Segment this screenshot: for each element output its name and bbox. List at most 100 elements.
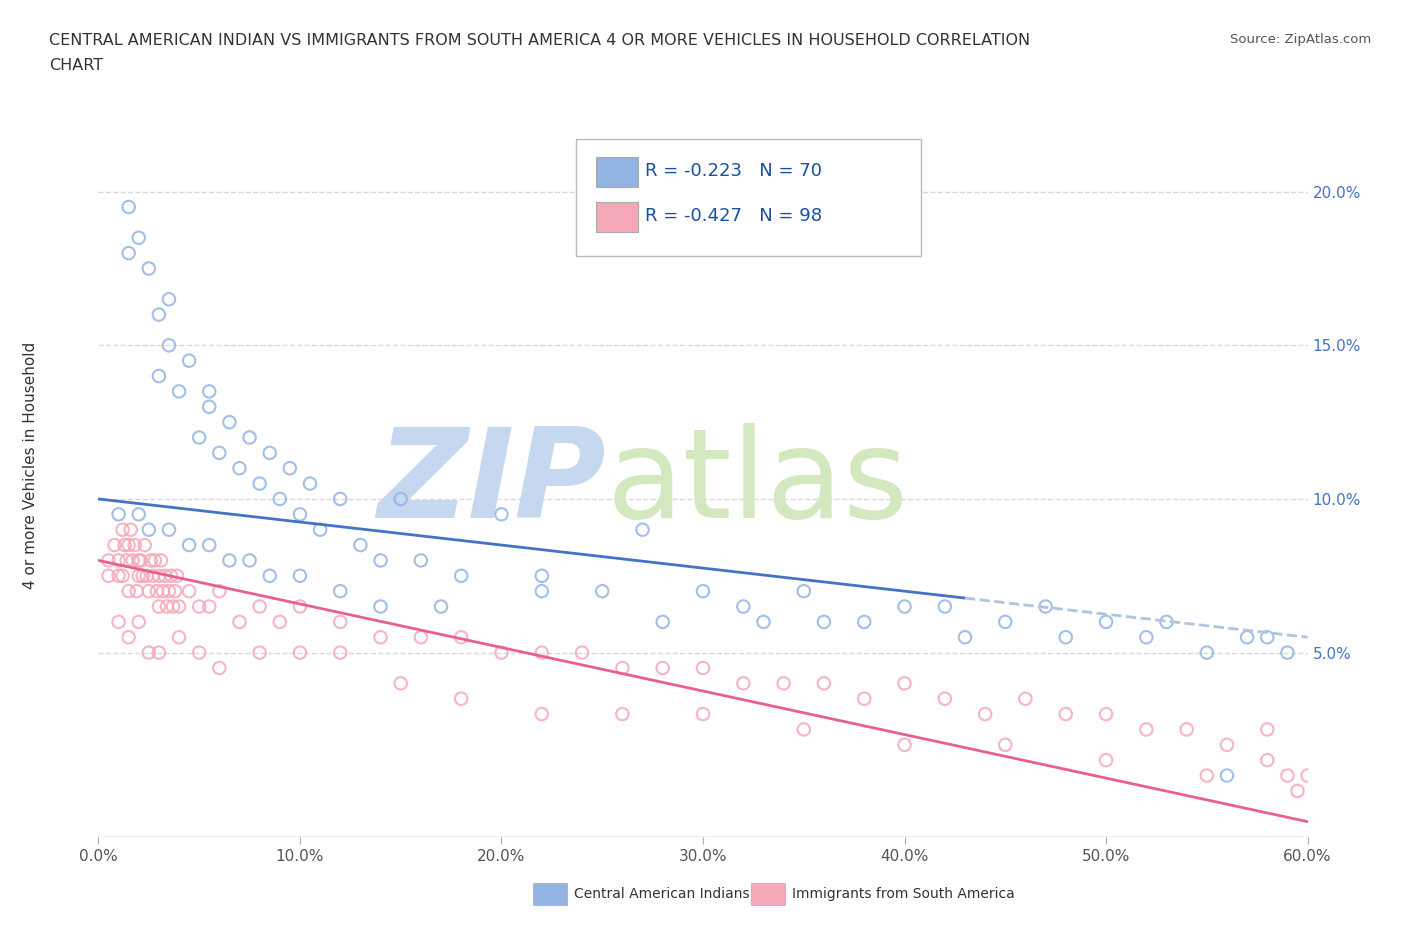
Point bbox=[188, 645, 211, 660]
Point bbox=[128, 553, 150, 568]
Point bbox=[651, 615, 673, 630]
Point bbox=[128, 615, 150, 630]
Point bbox=[135, 568, 157, 583]
Point bbox=[288, 599, 311, 614]
Point bbox=[370, 553, 392, 568]
Point bbox=[692, 660, 714, 675]
Point bbox=[288, 645, 311, 660]
Point bbox=[389, 492, 412, 507]
Point bbox=[389, 676, 412, 691]
Point bbox=[118, 246, 141, 260]
Point bbox=[278, 460, 301, 475]
Point bbox=[134, 538, 156, 552]
Point bbox=[1095, 752, 1118, 767]
Point bbox=[430, 599, 453, 614]
Point bbox=[1277, 645, 1299, 660]
Point bbox=[132, 568, 155, 583]
Point bbox=[329, 615, 352, 630]
Point bbox=[179, 584, 201, 599]
Point bbox=[288, 568, 311, 583]
Point bbox=[1277, 768, 1299, 783]
Point bbox=[198, 384, 221, 399]
Point bbox=[733, 599, 755, 614]
Point bbox=[1195, 768, 1218, 783]
Text: ZIP: ZIP bbox=[378, 423, 606, 544]
Point bbox=[148, 307, 170, 322]
Point bbox=[259, 445, 281, 460]
Point bbox=[893, 737, 915, 752]
Point bbox=[409, 630, 432, 644]
Point bbox=[1195, 645, 1218, 660]
Point bbox=[160, 568, 183, 583]
Text: atlas: atlas bbox=[606, 423, 908, 544]
Point bbox=[994, 615, 1017, 630]
Point bbox=[651, 660, 673, 675]
Point bbox=[97, 568, 120, 583]
Point bbox=[138, 584, 160, 599]
Point bbox=[288, 507, 311, 522]
Point bbox=[1216, 768, 1239, 783]
Point bbox=[120, 523, 142, 538]
Point bbox=[148, 568, 170, 583]
Point bbox=[198, 538, 221, 552]
Point bbox=[893, 676, 915, 691]
Point bbox=[146, 584, 169, 599]
Point bbox=[1256, 630, 1278, 644]
Point bbox=[530, 584, 553, 599]
Point bbox=[450, 630, 472, 644]
Point bbox=[107, 553, 129, 568]
Point bbox=[259, 568, 281, 583]
Point bbox=[1156, 615, 1178, 630]
Point bbox=[1135, 722, 1157, 737]
Point bbox=[733, 676, 755, 691]
Point bbox=[409, 553, 432, 568]
Point bbox=[329, 645, 352, 660]
Point bbox=[631, 523, 654, 538]
Point bbox=[148, 599, 170, 614]
Point bbox=[118, 200, 141, 215]
Point bbox=[163, 584, 186, 599]
Point bbox=[1095, 615, 1118, 630]
Point bbox=[198, 599, 221, 614]
Point bbox=[752, 615, 775, 630]
Point bbox=[179, 538, 201, 552]
Point bbox=[491, 645, 513, 660]
Point bbox=[269, 615, 291, 630]
Point bbox=[157, 338, 180, 352]
Point bbox=[370, 599, 392, 614]
Point bbox=[114, 538, 136, 552]
Point bbox=[103, 538, 125, 552]
Point bbox=[793, 722, 815, 737]
Point bbox=[118, 584, 141, 599]
Point bbox=[450, 691, 472, 706]
Text: R = -0.427   N = 98: R = -0.427 N = 98 bbox=[645, 206, 823, 225]
Point bbox=[124, 538, 146, 552]
Point bbox=[228, 615, 250, 630]
Point bbox=[148, 645, 170, 660]
Point bbox=[142, 568, 165, 583]
Point bbox=[299, 476, 322, 491]
Point bbox=[107, 507, 129, 522]
Point bbox=[218, 415, 240, 430]
Point bbox=[162, 599, 184, 614]
Point bbox=[157, 523, 180, 538]
Point bbox=[1256, 722, 1278, 737]
Point bbox=[148, 368, 170, 383]
Point bbox=[128, 568, 150, 583]
Point bbox=[1256, 752, 1278, 767]
Point bbox=[612, 660, 634, 675]
Point bbox=[249, 645, 271, 660]
Point bbox=[118, 630, 141, 644]
Point bbox=[166, 568, 188, 583]
Point bbox=[1175, 722, 1198, 737]
Point bbox=[167, 384, 190, 399]
Point bbox=[239, 430, 262, 445]
Point bbox=[198, 399, 221, 414]
Point bbox=[591, 584, 613, 599]
Point bbox=[208, 660, 231, 675]
Point bbox=[107, 615, 129, 630]
Point bbox=[167, 630, 190, 644]
Point bbox=[139, 553, 162, 568]
Point bbox=[138, 645, 160, 660]
Point bbox=[1296, 768, 1319, 783]
